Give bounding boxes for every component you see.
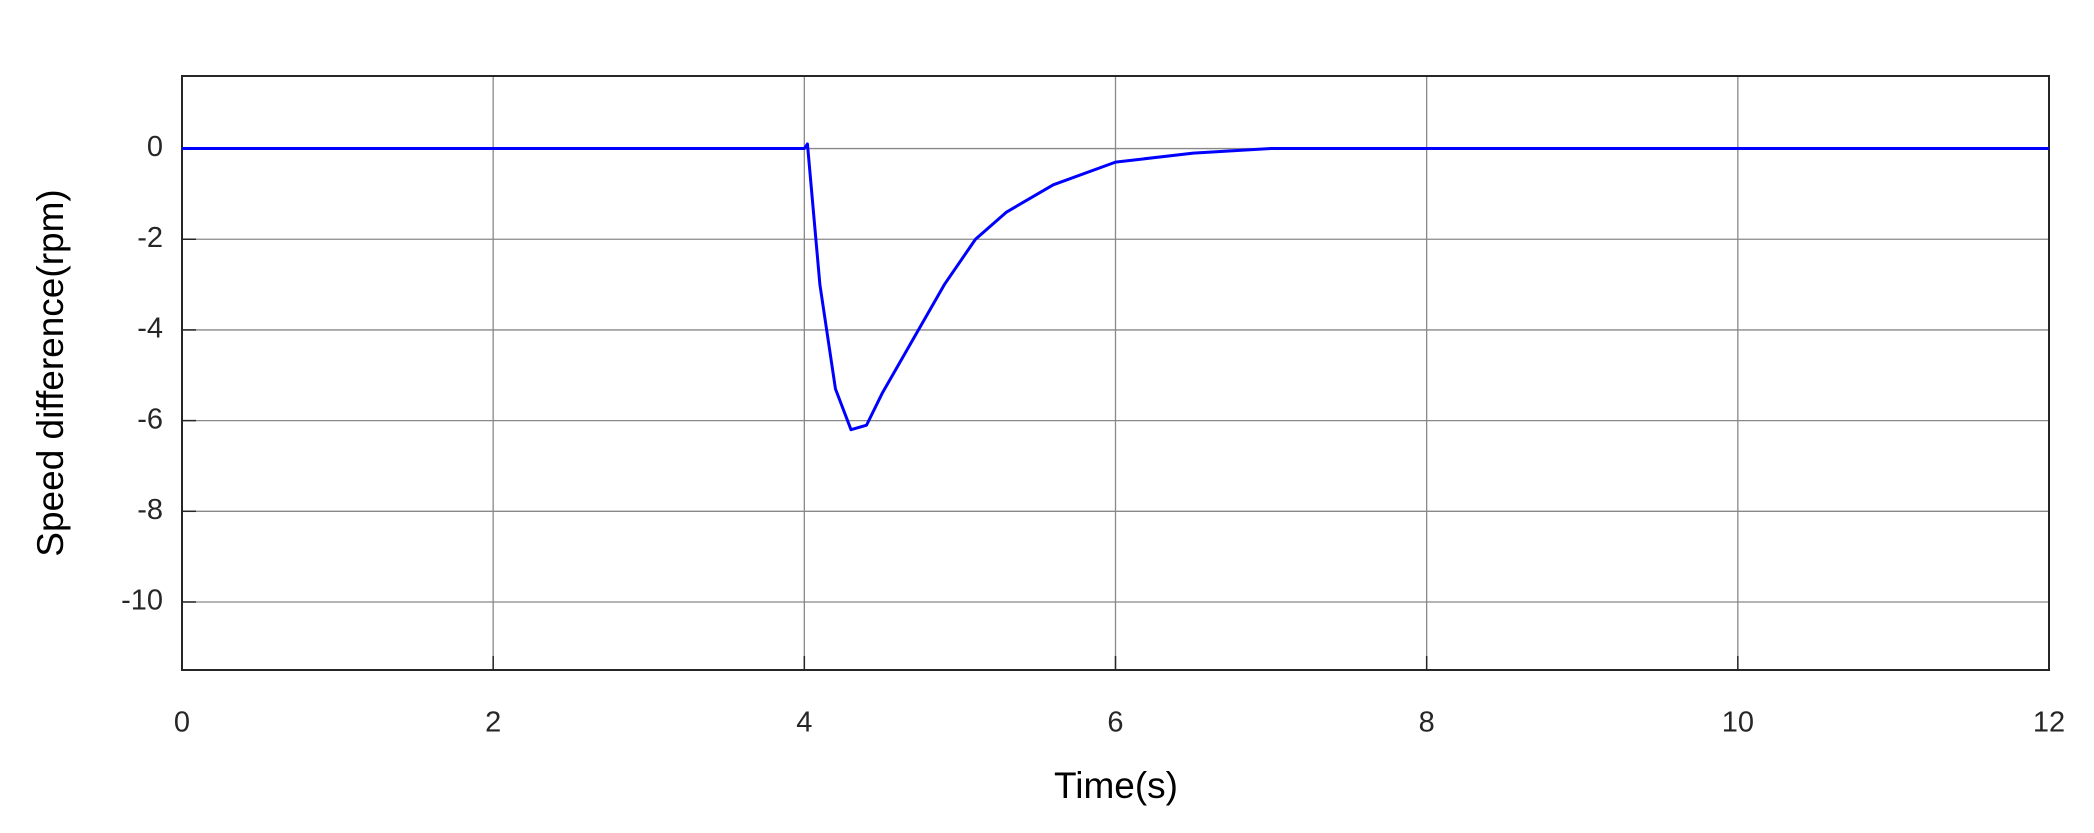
plot-frame	[181, 75, 2050, 671]
y-tick-label: -4	[137, 313, 163, 345]
x-tick-label: 6	[1107, 707, 1123, 739]
x-tick-label: 12	[2033, 707, 2065, 739]
x-tick-label: 4	[796, 707, 812, 739]
y-tick-label: -8	[137, 494, 163, 526]
y-tick-label: -2	[137, 222, 163, 254]
line	[182, 142, 2049, 432]
x-tick-label: 10	[1722, 707, 1754, 739]
y-tick-label: 0	[147, 131, 163, 163]
x-axis-title: Time(s)	[1054, 765, 1178, 806]
y-tick-label: -6	[137, 403, 163, 435]
x-tick-label: 2	[485, 707, 501, 739]
y-tick-label: -10	[121, 585, 163, 617]
x-tick-label: 0	[174, 707, 190, 739]
y-axis-title: Speed difference(rpm)	[30, 189, 71, 556]
x-tick-label: 8	[1419, 707, 1435, 739]
